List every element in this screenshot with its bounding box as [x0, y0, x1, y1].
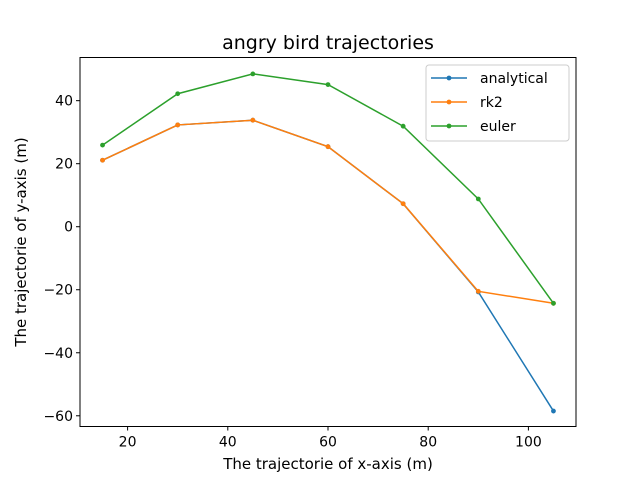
legend-marker-rk2: [446, 99, 452, 105]
x-tick-label: 60: [319, 435, 337, 451]
data-point-rk2: [325, 144, 331, 150]
data-point-euler: [175, 91, 181, 97]
x-tick-label: 20: [119, 435, 137, 451]
data-point-euler: [100, 142, 105, 148]
legend-marker-euler: [446, 123, 452, 129]
y-tick-label: −20: [43, 283, 73, 299]
data-point-euler: [250, 71, 256, 77]
chart-title: angry bird trajectories: [222, 32, 434, 54]
legend-label-euler: euler: [480, 119, 516, 135]
data-point-rk2: [100, 157, 105, 163]
data-point-euler: [325, 82, 331, 87]
x-tick-label: 80: [419, 435, 437, 451]
y-ticks: −60 −40 −20 0 20 40: [43, 94, 80, 425]
legend-marker-analytical: [446, 75, 452, 81]
data-point-rk2: [475, 288, 481, 294]
data-point-rk2: [175, 122, 181, 128]
data-point-euler: [551, 300, 556, 306]
x-tick-label: 100: [515, 435, 542, 451]
x-axis-label: The trajectorie of x-axis (m): [222, 455, 433, 473]
series-line-analytical: [102, 119, 555, 412]
legend-label-analytical: analytical: [480, 71, 548, 87]
data-point-rk2: [250, 117, 256, 123]
y-tick-label: −60: [43, 409, 73, 425]
series-lines: [100, 71, 556, 414]
y-tick-label: 0: [64, 220, 73, 236]
data-point-rk2: [400, 201, 406, 207]
legend-box: [425, 64, 570, 142]
data-point-analytical: [551, 408, 556, 414]
data-point-euler: [400, 123, 406, 129]
data-point-euler: [475, 196, 481, 202]
y-tick-label: 40: [55, 94, 73, 110]
legend-label-rk2: rk2: [480, 95, 503, 111]
y-tick-label: −40: [43, 346, 73, 362]
legend: analytical rk2 euler: [425, 64, 570, 142]
y-tick-label: 20: [55, 157, 73, 173]
y-axis-label: The trajectorie of y-axis (m): [12, 137, 30, 347]
x-tick-label: 40: [219, 435, 237, 451]
x-ticks: 20 40 60 80 100: [119, 426, 542, 451]
